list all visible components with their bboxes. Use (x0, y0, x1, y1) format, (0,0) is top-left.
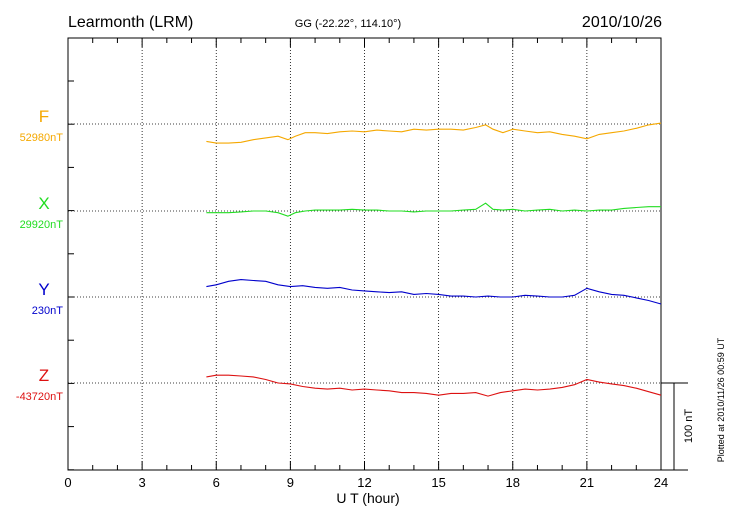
x-tick-labels: 0 3 6 9 12 15 18 21 24 (64, 475, 668, 490)
series-labels: F 52980nT X 29920nT Y 230nT Z -43720nT (16, 107, 63, 403)
x-tick-label-18: 18 (506, 475, 520, 490)
vertical-grid (141, 38, 588, 470)
x-axis-label: U T (hour) (336, 490, 399, 506)
date-label: 2010/10/26 (582, 14, 662, 31)
series-name-F: F (39, 107, 49, 126)
x-tick-label-9: 9 (287, 475, 294, 490)
series-baseline-label-Z: -43720nT (16, 391, 63, 403)
scale-bar-label: 100 nT (683, 409, 695, 444)
x-tick-label-21: 21 (580, 475, 594, 490)
series-baseline-label-Y: 230nT (32, 305, 63, 317)
series-baseline-label-X: 29920nT (20, 219, 64, 231)
x-tick-label-0: 0 (64, 475, 71, 490)
coordinates-label: GG (-22.22°, 114.10°) (295, 18, 401, 30)
series-name-Y: Y (38, 280, 49, 299)
x-tick-label-24: 24 (654, 475, 668, 490)
plotted-at-label: Plotted at 2010/11/26 00:59 UT (716, 337, 726, 462)
series-line-Z (206, 374, 662, 397)
x-tick-label-12: 12 (357, 475, 371, 490)
series-name-Z: Z (39, 366, 49, 385)
series-name-X: X (38, 194, 49, 213)
axis-ticks (67, 38, 662, 471)
x-tick-label-15: 15 (431, 475, 445, 490)
x-tick-label-6: 6 (213, 475, 220, 490)
scale-bar: 100 nT (661, 382, 695, 471)
series-line-Y (206, 279, 662, 305)
series-line-F (206, 122, 662, 144)
series-layer (206, 122, 662, 397)
series-baseline-label-F: 52980nT (20, 132, 64, 144)
station-title: Learmonth (LRM) (68, 14, 193, 31)
series-line-X (206, 202, 661, 217)
x-tick-label-3: 3 (139, 475, 146, 490)
